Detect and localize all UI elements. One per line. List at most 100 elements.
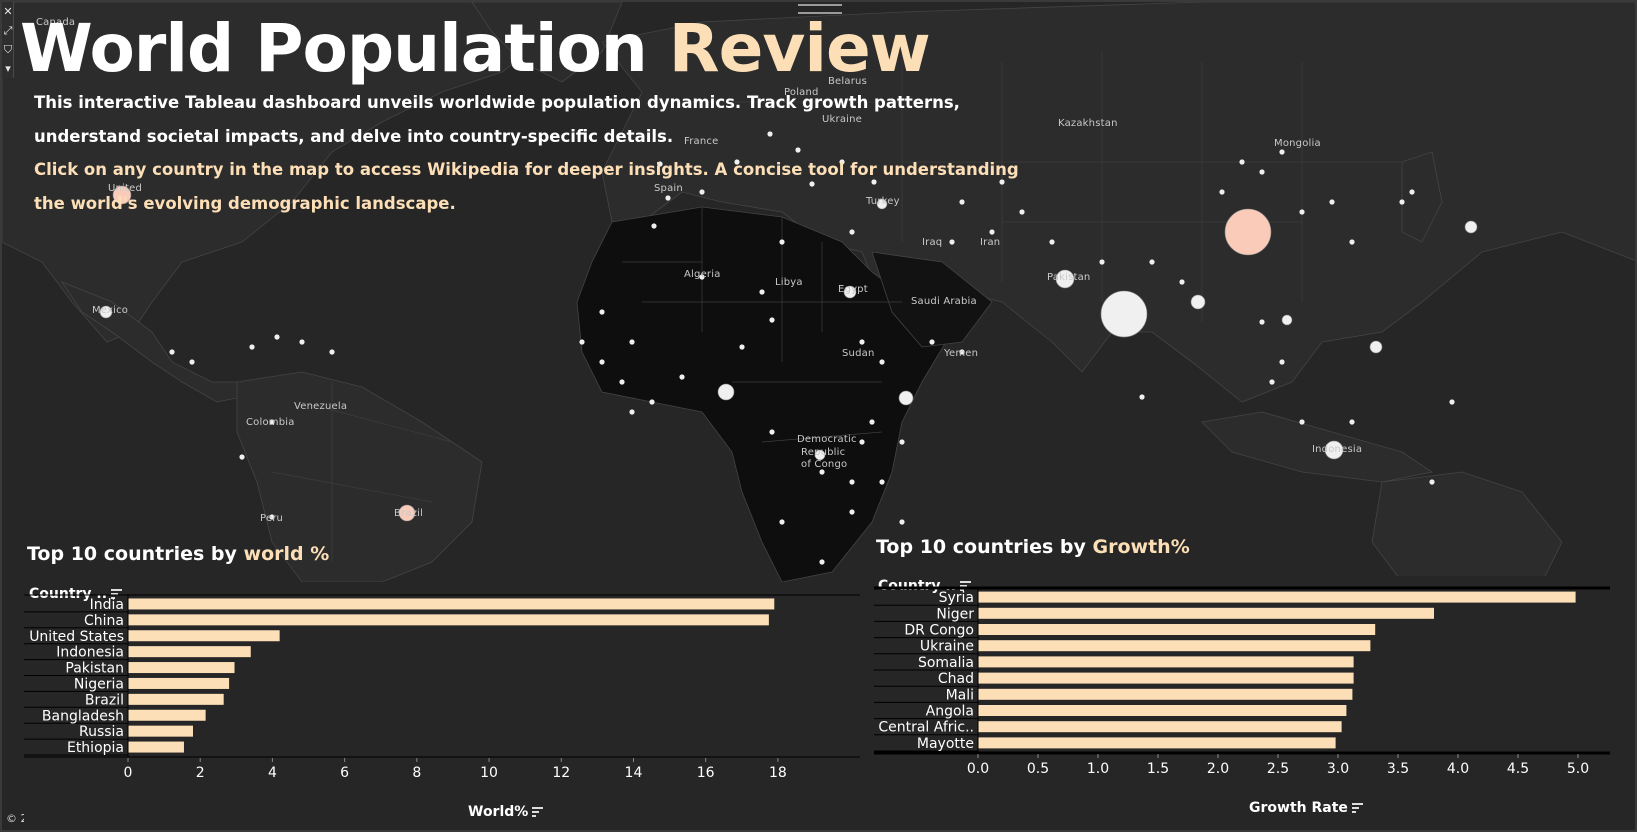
map-bubble[interactable]: [1269, 379, 1275, 385]
map-bubble[interactable]: [1324, 440, 1344, 460]
map-bubble[interactable]: [1219, 189, 1225, 195]
sort-icon[interactable]: [111, 589, 123, 599]
map-bubble[interactable]: [959, 199, 965, 205]
category-label[interactable]: China: [84, 613, 124, 629]
map-bubble[interactable]: [599, 359, 605, 365]
map-bubble[interactable]: [239, 454, 245, 460]
map-bubble[interactable]: [849, 509, 855, 515]
map-bubble[interactable]: [579, 339, 585, 345]
map-bubble[interactable]: [112, 185, 132, 205]
map-bubble[interactable]: [1349, 419, 1355, 425]
map-bubble[interactable]: [839, 159, 845, 165]
map-bubble[interactable]: [717, 383, 735, 401]
map-bubble[interactable]: [1239, 159, 1245, 165]
map-bubble[interactable]: [795, 147, 801, 153]
map-bubble[interactable]: [651, 223, 657, 229]
map-bubble[interactable]: [189, 359, 195, 365]
sort-icon[interactable]: [532, 807, 544, 817]
map-bubble[interactable]: [869, 419, 875, 425]
category-label[interactable]: Brazil: [85, 692, 124, 708]
map-bubble[interactable]: [657, 161, 663, 167]
chart2-dimension-header[interactable]: Country ..: [878, 578, 972, 594]
map-bubble[interactable]: [1149, 259, 1155, 265]
map-bubble[interactable]: [769, 429, 775, 435]
map-bubble[interactable]: [1299, 419, 1305, 425]
category-label[interactable]: Mayotte: [917, 736, 974, 752]
close-icon[interactable]: ✕: [3, 5, 13, 18]
map-bubble[interactable]: [999, 179, 1005, 185]
map-bubble[interactable]: [1139, 394, 1145, 400]
bar[interactable]: [978, 705, 1347, 716]
bar[interactable]: [128, 646, 251, 658]
map-bubble[interactable]: [1399, 199, 1405, 205]
category-label[interactable]: Chad: [938, 671, 974, 687]
bar[interactable]: [128, 677, 230, 689]
category-label[interactable]: United States: [29, 629, 124, 645]
map-bubble[interactable]: [814, 449, 826, 461]
category-label[interactable]: Niger: [936, 606, 974, 622]
map-bubble[interactable]: [849, 229, 855, 235]
map-bubble[interactable]: [879, 479, 885, 485]
map-bubble[interactable]: [769, 317, 775, 323]
category-label[interactable]: Angola: [926, 704, 974, 720]
expand-icon[interactable]: ⤢: [3, 24, 13, 37]
map-bubble[interactable]: [1019, 209, 1025, 215]
bar[interactable]: [978, 737, 1336, 749]
category-label[interactable]: Mali: [946, 687, 974, 703]
map-bubble[interactable]: [779, 239, 785, 245]
category-label[interactable]: DR Congo: [904, 623, 974, 639]
map-bubble[interactable]: [679, 374, 685, 380]
category-label[interactable]: Syria: [939, 590, 974, 606]
map-bubble[interactable]: [734, 159, 740, 165]
map-bubble[interactable]: [859, 339, 865, 345]
bar[interactable]: [128, 662, 235, 674]
map-bubble[interactable]: [899, 519, 905, 525]
map-bubble[interactable]: [1259, 319, 1265, 325]
map-bubble[interactable]: [759, 289, 765, 295]
map-bubble[interactable]: [649, 399, 655, 405]
map-bubble[interactable]: [959, 349, 965, 355]
map-bubble[interactable]: [1049, 239, 1055, 245]
map-bubble[interactable]: [1429, 479, 1435, 485]
map-bubble[interactable]: [1329, 199, 1335, 205]
map-bubble[interactable]: [876, 198, 888, 210]
map-bubble[interactable]: [819, 469, 825, 475]
map-bubble[interactable]: [99, 305, 113, 319]
map-bubble[interactable]: [843, 285, 857, 299]
map-bubble[interactable]: [949, 239, 955, 245]
bar[interactable]: [978, 607, 1434, 619]
map-bubble[interactable]: [1449, 399, 1455, 405]
map-bubble[interactable]: [989, 229, 995, 235]
bar[interactable]: [978, 672, 1354, 684]
map-bubble[interactable]: [1100, 290, 1148, 338]
map-bubble[interactable]: [699, 274, 705, 280]
bar[interactable]: [978, 721, 1342, 733]
map-bubble[interactable]: [1349, 239, 1355, 245]
map-bubble[interactable]: [665, 195, 671, 201]
chart2-x-axis-title[interactable]: Growth Rate: [1249, 800, 1363, 816]
map-bubble[interactable]: [1464, 220, 1478, 234]
category-label[interactable]: Bangladesh: [42, 708, 124, 724]
sort-icon[interactable]: [1351, 803, 1363, 813]
dropdown-icon[interactable]: ▾: [5, 62, 11, 75]
map-bubble[interactable]: [1224, 208, 1272, 256]
map-bubble[interactable]: [859, 439, 865, 445]
chart1-x-axis-title[interactable]: World%: [468, 804, 544, 820]
map-bubble[interactable]: [299, 339, 305, 345]
map-bubble[interactable]: [269, 419, 275, 425]
map-bubble[interactable]: [1190, 294, 1206, 310]
map-bubble[interactable]: [398, 504, 416, 522]
category-label[interactable]: Nigeria: [74, 676, 124, 692]
map-bubble[interactable]: [1259, 169, 1265, 175]
map-bubble[interactable]: [1279, 359, 1285, 365]
map-bubble[interactable]: [1299, 209, 1305, 215]
map-bubble[interactable]: [619, 379, 625, 385]
category-label[interactable]: Pakistan: [65, 661, 124, 677]
bar[interactable]: [128, 741, 184, 753]
bar[interactable]: [128, 614, 769, 626]
bar[interactable]: [128, 598, 775, 610]
bar[interactable]: [978, 656, 1354, 668]
bar[interactable]: [128, 630, 280, 642]
bar[interactable]: [978, 640, 1371, 652]
map-bubble[interactable]: [767, 131, 773, 137]
